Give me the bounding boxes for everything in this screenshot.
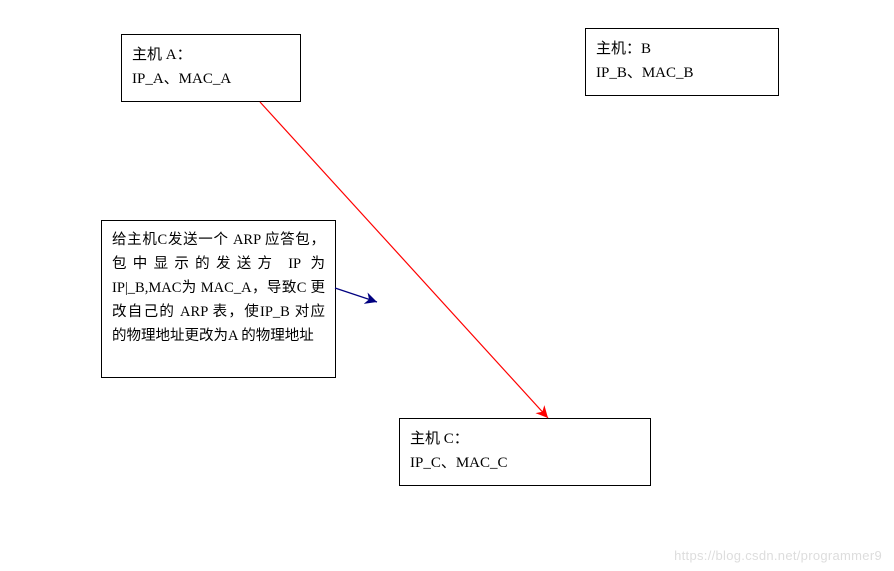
host-b-line1: 主机：B: [596, 37, 768, 61]
host-b-line2: IP_B、MAC_B: [596, 61, 768, 85]
host-b-box: 主机：B IP_B、MAC_B: [585, 28, 779, 96]
host-c-box: 主机 C： IP_C、MAC_C: [399, 418, 651, 486]
host-c-line2: IP_C、MAC_C: [410, 451, 640, 475]
description-text: 给主机C发送一个 ARP 应答包，包中显示的发送方 IP 为IP|_B,MAC为…: [112, 229, 325, 349]
blue-arrow: [335, 288, 377, 302]
description-box: 给主机C发送一个 ARP 应答包，包中显示的发送方 IP 为IP|_B,MAC为…: [101, 220, 336, 378]
host-c-line1: 主机 C：: [410, 427, 640, 451]
host-a-line1: 主机 A：: [132, 43, 290, 67]
host-a-line2: IP_A、MAC_A: [132, 67, 290, 91]
host-a-box: 主机 A： IP_A、MAC_A: [121, 34, 301, 102]
watermark-text: https://blog.csdn.net/programmer9: [674, 548, 882, 563]
